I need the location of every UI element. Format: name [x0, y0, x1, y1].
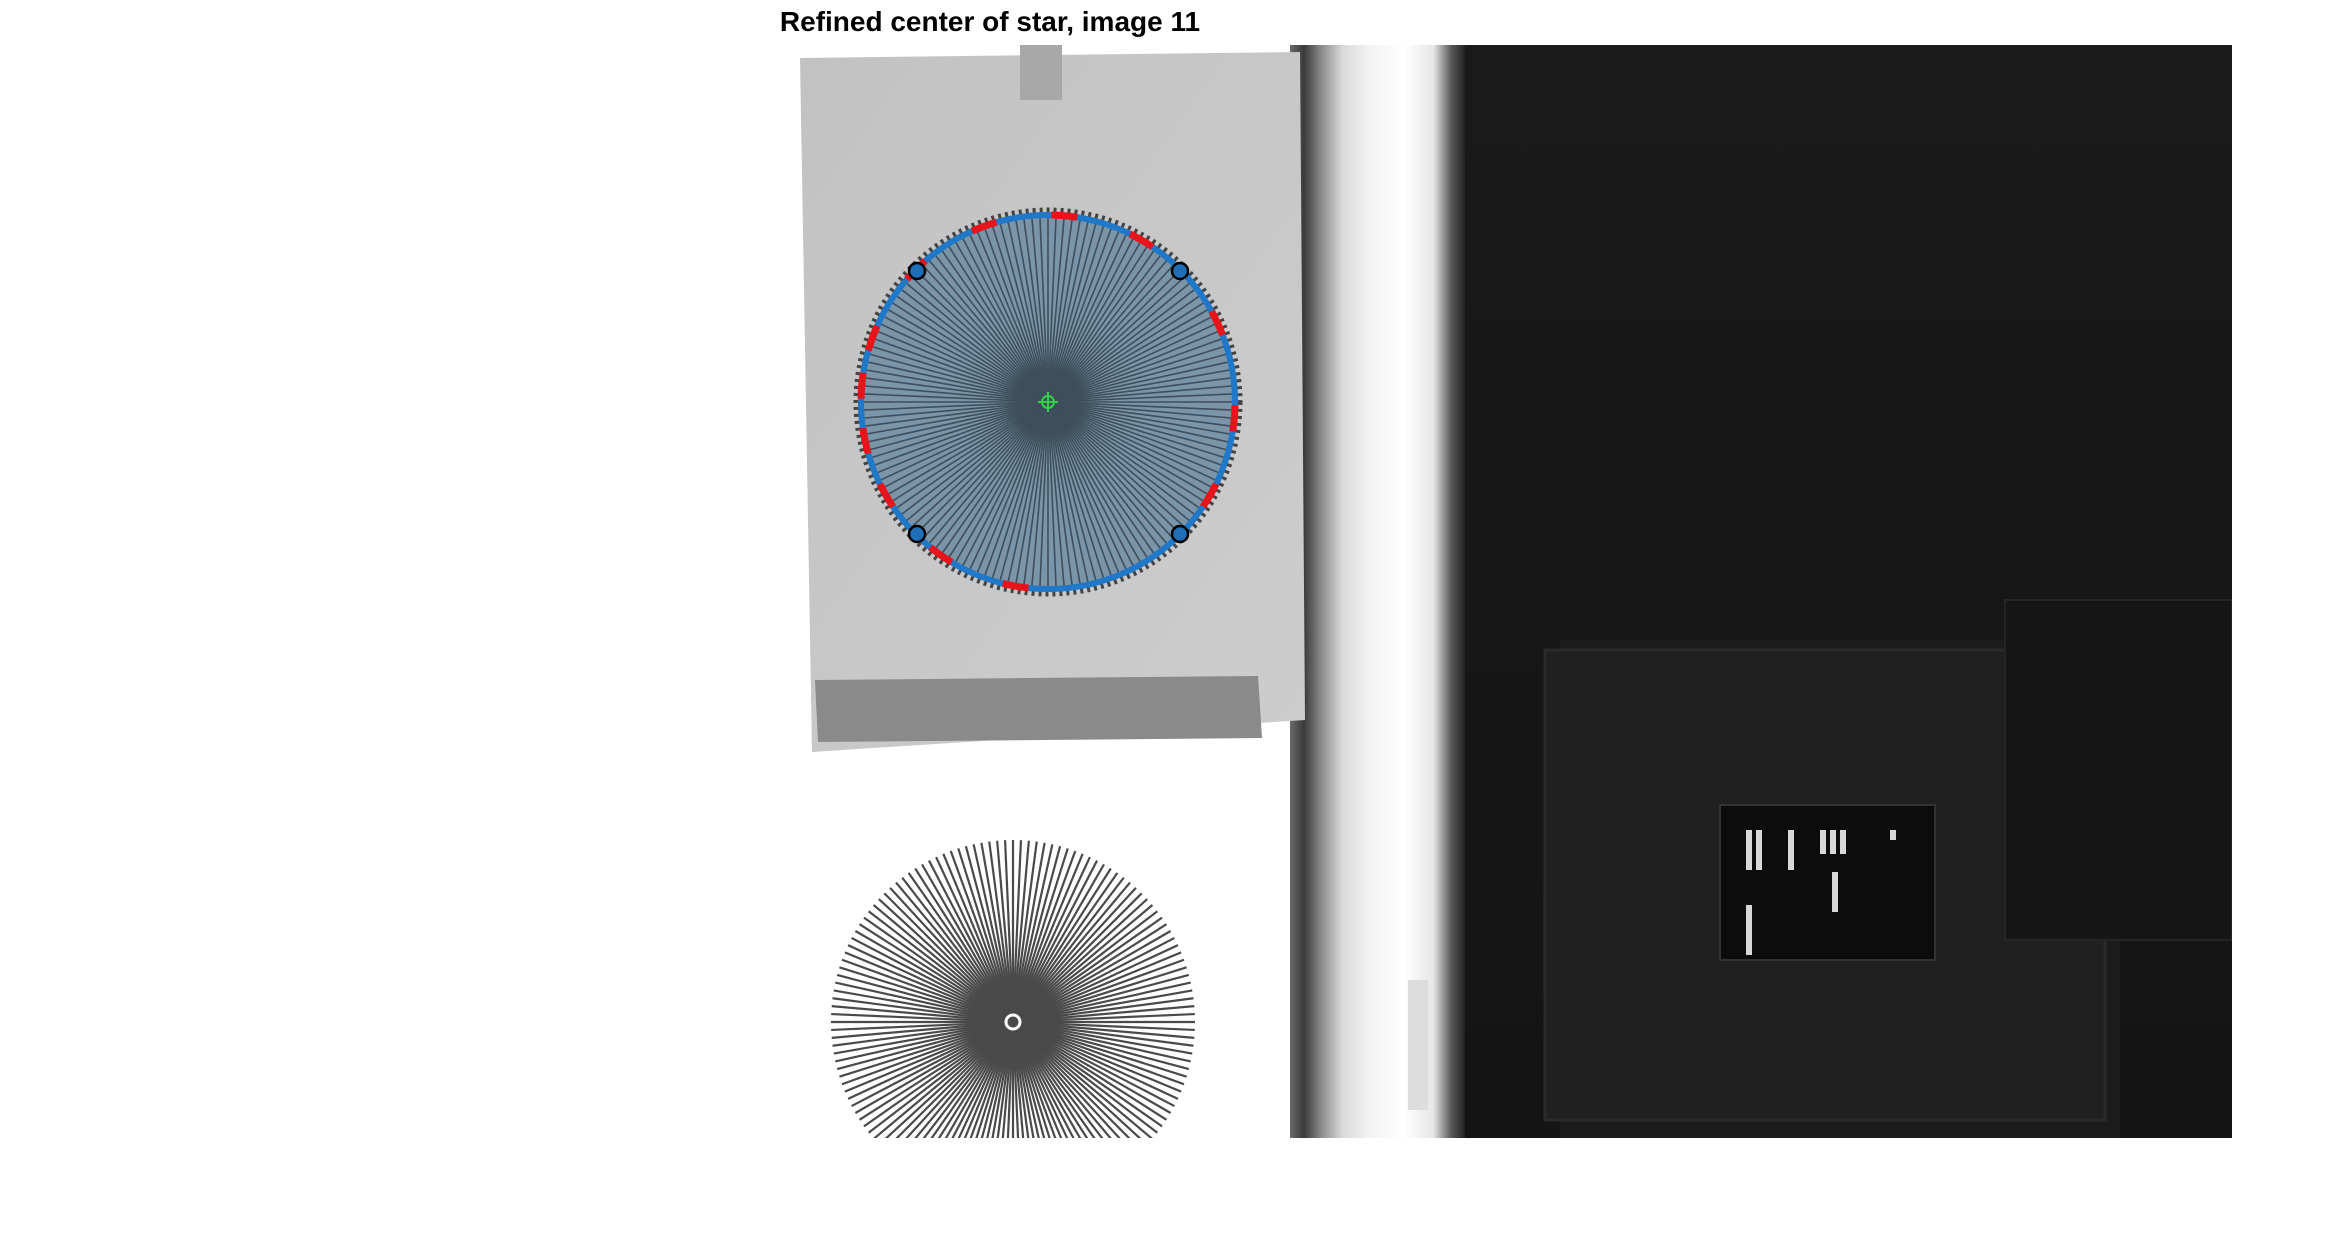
printed-star	[831, 840, 1195, 1138]
edge-red-segment	[1001, 580, 1029, 592]
edge-red-segment	[1229, 405, 1239, 432]
door-edge	[1408, 980, 1428, 1110]
tape-top	[1020, 45, 1062, 100]
edge-red-segment	[928, 544, 954, 566]
edge-overlay	[857, 211, 1239, 592]
edge-red-segment	[864, 324, 881, 352]
door-frame	[1290, 45, 1465, 1138]
edge-red-segment	[1200, 482, 1220, 509]
corner-marker	[907, 261, 927, 281]
refined-center-marker	[1038, 392, 1058, 412]
device-board	[1719, 804, 1936, 961]
edge-red-segment	[859, 427, 872, 455]
right-shelf	[2004, 599, 2232, 941]
edge-blue-ring	[858, 212, 1238, 592]
edge-red-segment	[1208, 309, 1226, 337]
edge-red-segment	[970, 218, 998, 235]
star-spoke	[831, 1012, 1195, 1032]
corner-markers	[907, 261, 1190, 544]
edge-red-segment	[1128, 230, 1155, 250]
device-leds	[1746, 830, 1896, 955]
edge-red-segment	[857, 372, 867, 399]
figure-title: Refined center of star, image 11	[779, 6, 1201, 37]
corner-marker	[907, 524, 927, 544]
tape-bottom	[815, 676, 1262, 742]
edge-red-segment	[1051, 211, 1078, 221]
edge-red-segment	[876, 482, 896, 509]
corner-marker	[1170, 261, 1190, 281]
corner-marker	[1170, 524, 1190, 544]
